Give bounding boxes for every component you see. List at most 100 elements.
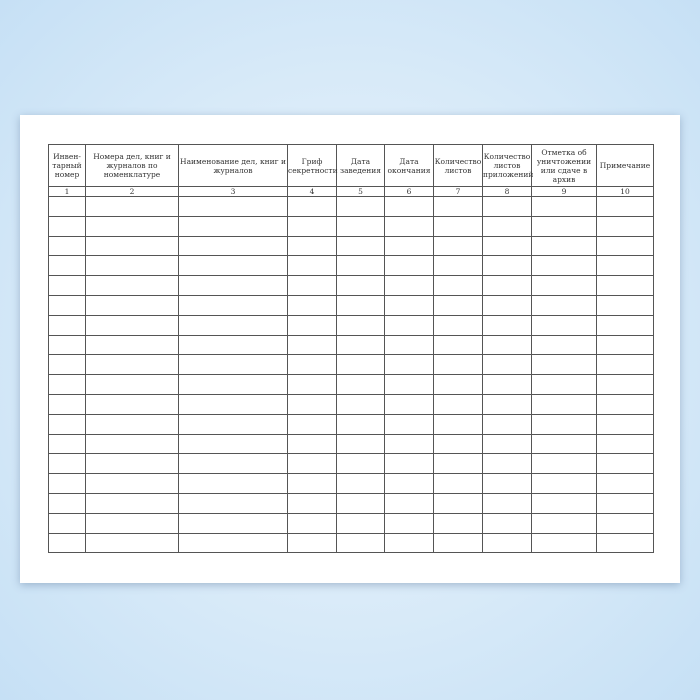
table-cell[interactable] bbox=[336, 393, 385, 415]
table-cell[interactable] bbox=[85, 275, 179, 296]
table-cell[interactable] bbox=[482, 215, 532, 237]
table-cell[interactable] bbox=[178, 354, 288, 376]
table-cell[interactable] bbox=[384, 473, 434, 494]
table-cell[interactable] bbox=[287, 413, 337, 435]
table-cell[interactable] bbox=[287, 196, 337, 217]
table-cell[interactable] bbox=[531, 532, 597, 554]
table-cell[interactable] bbox=[178, 275, 288, 296]
table-cell[interactable] bbox=[336, 413, 385, 435]
table-cell[interactable] bbox=[531, 235, 597, 257]
table-cell[interactable] bbox=[433, 473, 483, 494]
table-cell[interactable] bbox=[336, 196, 385, 217]
table-cell[interactable] bbox=[384, 413, 434, 435]
table-cell[interactable] bbox=[433, 492, 483, 514]
table-cell[interactable] bbox=[336, 473, 385, 494]
table-cell[interactable] bbox=[178, 492, 288, 514]
table-cell[interactable] bbox=[482, 275, 532, 296]
table-cell[interactable] bbox=[48, 255, 86, 277]
table-cell[interactable] bbox=[48, 532, 86, 554]
table-cell[interactable] bbox=[336, 453, 385, 475]
table-cell[interactable] bbox=[85, 453, 179, 475]
table-cell[interactable] bbox=[48, 492, 86, 514]
table-cell[interactable] bbox=[531, 374, 597, 395]
table-cell[interactable] bbox=[482, 196, 532, 217]
table-cell[interactable] bbox=[287, 334, 337, 356]
table-cell[interactable] bbox=[287, 473, 337, 494]
table-cell[interactable] bbox=[384, 196, 434, 217]
table-cell[interactable] bbox=[531, 334, 597, 356]
table-cell[interactable] bbox=[433, 453, 483, 475]
table-cell[interactable] bbox=[384, 453, 434, 475]
table-cell[interactable] bbox=[596, 453, 654, 475]
table-cell[interactable] bbox=[48, 294, 86, 316]
table-cell[interactable] bbox=[433, 196, 483, 217]
table-cell[interactable] bbox=[433, 235, 483, 257]
table-cell[interactable] bbox=[178, 393, 288, 415]
table-cell[interactable] bbox=[482, 532, 532, 554]
table-cell[interactable] bbox=[482, 413, 532, 435]
table-cell[interactable] bbox=[85, 235, 179, 257]
table-cell[interactable] bbox=[482, 433, 532, 455]
table-cell[interactable] bbox=[596, 314, 654, 336]
table-cell[interactable] bbox=[287, 314, 337, 336]
table-cell[interactable] bbox=[384, 393, 434, 415]
table-cell[interactable] bbox=[48, 215, 86, 237]
table-cell[interactable] bbox=[336, 255, 385, 277]
table-cell[interactable] bbox=[48, 512, 86, 534]
table-cell[interactable] bbox=[531, 196, 597, 217]
table-cell[interactable] bbox=[596, 215, 654, 237]
table-cell[interactable] bbox=[531, 215, 597, 237]
table-cell[interactable] bbox=[531, 275, 597, 296]
table-cell[interactable] bbox=[336, 215, 385, 237]
table-cell[interactable] bbox=[433, 433, 483, 455]
table-cell[interactable] bbox=[384, 374, 434, 395]
table-cell[interactable] bbox=[433, 354, 483, 376]
table-cell[interactable] bbox=[531, 512, 597, 534]
table-cell[interactable] bbox=[178, 334, 288, 356]
table-cell[interactable] bbox=[287, 492, 337, 514]
table-cell[interactable] bbox=[531, 354, 597, 376]
table-cell[interactable] bbox=[178, 413, 288, 435]
table-cell[interactable] bbox=[531, 314, 597, 336]
table-cell[interactable] bbox=[531, 433, 597, 455]
table-cell[interactable] bbox=[48, 275, 86, 296]
table-cell[interactable] bbox=[85, 473, 179, 494]
table-cell[interactable] bbox=[336, 235, 385, 257]
table-cell[interactable] bbox=[596, 354, 654, 376]
table-cell[interactable] bbox=[531, 294, 597, 316]
table-cell[interactable] bbox=[48, 354, 86, 376]
table-cell[interactable] bbox=[384, 275, 434, 296]
table-cell[interactable] bbox=[384, 215, 434, 237]
table-cell[interactable] bbox=[531, 255, 597, 277]
table-cell[interactable] bbox=[178, 453, 288, 475]
table-cell[interactable] bbox=[433, 275, 483, 296]
table-cell[interactable] bbox=[85, 374, 179, 395]
table-cell[interactable] bbox=[531, 413, 597, 435]
table-cell[interactable] bbox=[85, 294, 179, 316]
table-cell[interactable] bbox=[48, 413, 86, 435]
table-cell[interactable] bbox=[287, 294, 337, 316]
table-cell[interactable] bbox=[482, 393, 532, 415]
table-cell[interactable] bbox=[482, 374, 532, 395]
table-cell[interactable] bbox=[85, 255, 179, 277]
table-cell[interactable] bbox=[178, 532, 288, 554]
table-cell[interactable] bbox=[85, 354, 179, 376]
table-cell[interactable] bbox=[596, 512, 654, 534]
table-cell[interactable] bbox=[85, 532, 179, 554]
table-cell[interactable] bbox=[596, 473, 654, 494]
table-cell[interactable] bbox=[596, 235, 654, 257]
table-cell[interactable] bbox=[178, 196, 288, 217]
table-cell[interactable] bbox=[596, 294, 654, 316]
table-cell[interactable] bbox=[287, 215, 337, 237]
table-cell[interactable] bbox=[48, 196, 86, 217]
table-cell[interactable] bbox=[85, 314, 179, 336]
table-cell[interactable] bbox=[85, 512, 179, 534]
table-cell[interactable] bbox=[287, 433, 337, 455]
table-cell[interactable] bbox=[85, 413, 179, 435]
table-cell[interactable] bbox=[531, 453, 597, 475]
table-cell[interactable] bbox=[178, 374, 288, 395]
table-cell[interactable] bbox=[336, 512, 385, 534]
table-cell[interactable] bbox=[178, 294, 288, 316]
table-cell[interactable] bbox=[48, 453, 86, 475]
table-cell[interactable] bbox=[287, 532, 337, 554]
